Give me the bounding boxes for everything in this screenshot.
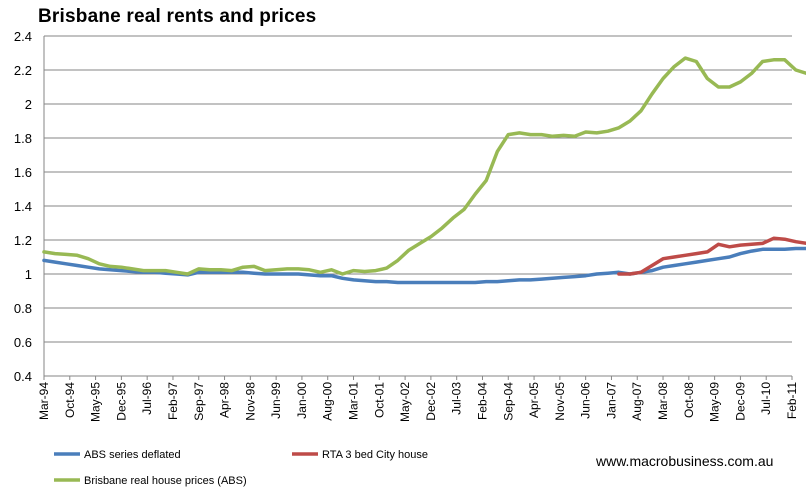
x-tick-label: May-09 [708, 382, 722, 422]
y-tick-label: 0.6 [14, 335, 32, 350]
y-tick-label: 1.4 [14, 199, 32, 214]
x-tick-label: Apr-05 [527, 382, 541, 418]
x-tick-label: Oct-94 [63, 382, 77, 418]
x-tick-label: Nov-05 [553, 382, 567, 421]
source-credit: www.macrobusiness.com.au [596, 453, 774, 469]
y-tick-label: 1 [25, 267, 32, 282]
x-tick-label: May-95 [89, 382, 103, 422]
y-tick-label: 1.8 [14, 131, 32, 146]
x-tick-label: Jan-07 [604, 382, 618, 419]
series-line-3 [42, 56, 806, 276]
x-tick-label: May-02 [398, 382, 412, 422]
x-tick-label: Jul-03 [450, 382, 464, 415]
x-tick-label: Dec-02 [424, 382, 438, 421]
x-tick-label: Aug-00 [321, 382, 335, 421]
x-tick-label: Jul-10 [759, 382, 773, 415]
x-axis: Mar-94 Oct-94 May-95 Dec-95 Jul-96 Feb-97 Sep-… [37, 375, 799, 422]
x-tick-label: Dec-09 [733, 382, 747, 421]
y-tick-label: 1.2 [14, 233, 32, 248]
y-tick-label: 2.2 [14, 63, 32, 78]
series-lines [42, 56, 806, 285]
x-tick-label: Dec-95 [114, 382, 128, 421]
x-tick-label: Jun-99 [269, 382, 283, 419]
x-tick-label: Feb-97 [166, 382, 180, 420]
y-tick-label: 0.4 [14, 369, 32, 384]
y-tick-label: 2.4 [14, 29, 32, 44]
legend-label: Brisbane real house prices (ABS) [84, 475, 247, 487]
x-tick-label: Nov-98 [243, 382, 257, 421]
gridlines [44, 35, 792, 377]
x-tick-label: Jul-96 [140, 382, 154, 415]
x-tick-label: Oct-08 [682, 382, 696, 418]
legend: ABS series deflated RTA 3 bed City house B… [54, 449, 428, 487]
y-tick-label: 2 [25, 97, 32, 112]
x-tick-label: Mar-08 [656, 382, 670, 420]
x-tick-label: Sep-97 [192, 382, 206, 421]
y-tick-label: 0.8 [14, 301, 32, 316]
y-tick-label: 1.6 [14, 165, 32, 180]
legend-label: ABS series deflated [84, 449, 181, 461]
chart-title: Brisbane real rents and prices [38, 6, 317, 27]
x-tick-label: Jan-00 [295, 382, 309, 419]
x-tick-label: Sep-04 [501, 382, 515, 421]
x-tick-label: Apr-98 [218, 382, 232, 418]
x-tick-label: Oct-01 [372, 382, 386, 418]
legend-label: RTA 3 bed City house [322, 449, 428, 461]
x-tick-label: Aug-07 [630, 382, 644, 421]
x-tick-label: Mar-01 [347, 382, 361, 420]
series-line-2 [617, 236, 806, 276]
x-tick-label: Feb-11 [785, 382, 799, 419]
x-tick-label: Mar-94 [37, 382, 51, 420]
x-tick-label: Feb-04 [475, 382, 489, 420]
y-axis: 2.4 2.2 2 1.8 1.6 1.4 1.2 1 0.8 0.6 0.4 [14, 29, 45, 384]
x-tick-label: Jun-06 [579, 382, 593, 419]
